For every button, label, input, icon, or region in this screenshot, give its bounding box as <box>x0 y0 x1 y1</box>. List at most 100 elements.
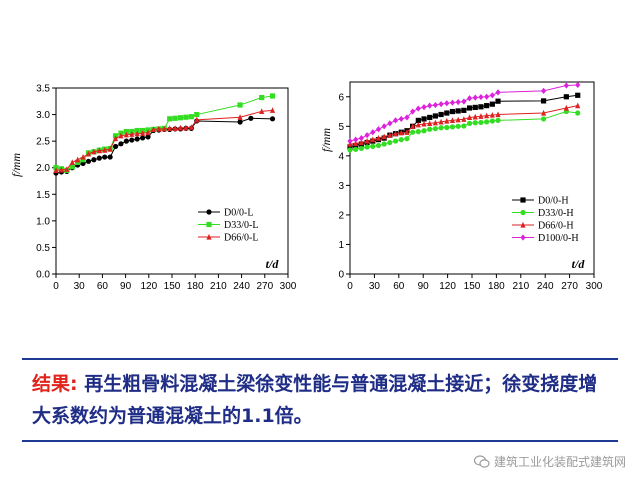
data-point <box>520 209 526 216</box>
x-tick-label: 0 <box>53 281 59 292</box>
data-point <box>466 105 473 111</box>
data-point <box>156 125 162 132</box>
data-point <box>461 98 467 105</box>
data-point <box>107 154 113 160</box>
x-tick-label: 150 <box>464 281 481 292</box>
data-point <box>194 111 200 118</box>
x-axis-title: t/d <box>266 257 280 271</box>
legend-label: D66/0-L <box>224 233 258 244</box>
data-point <box>421 120 427 127</box>
data-point <box>461 116 467 122</box>
data-point <box>438 118 444 125</box>
y-tick-label: 1.5 <box>36 190 50 201</box>
data-point <box>194 116 200 123</box>
data-point <box>449 99 456 106</box>
data-point <box>183 114 189 120</box>
series-D33/0-H <box>347 108 581 153</box>
x-tick-label: 150 <box>164 281 181 292</box>
data-point <box>269 107 276 113</box>
data-point <box>438 111 444 118</box>
result-text: 结果: 再生粗骨料混凝土梁徐变性能与普通混凝土接近；徐变挠度增大系数约为普通混凝… <box>32 368 608 432</box>
data-point <box>478 113 484 119</box>
data-point <box>540 116 547 122</box>
x-tick-label: 120 <box>439 281 456 292</box>
data-point <box>438 125 444 131</box>
data-point <box>478 119 484 126</box>
data-point <box>455 108 461 114</box>
data-point <box>563 82 569 89</box>
data-point <box>85 158 92 164</box>
y-tick-label: 0.0 <box>36 270 50 281</box>
x-tick-label: 210 <box>210 281 227 292</box>
data-point <box>495 117 501 123</box>
x-tick-label: 300 <box>280 281 297 292</box>
data-point <box>370 136 376 143</box>
data-point <box>80 153 86 160</box>
data-point <box>489 92 495 99</box>
y-axis-title: f/mm <box>319 128 333 152</box>
data-point <box>85 150 92 157</box>
data-point <box>466 114 473 121</box>
series-D0/0-L <box>53 115 276 176</box>
legend-label: D33/0-L <box>224 220 258 231</box>
y-tick-label: 2.5 <box>36 137 50 148</box>
data-point <box>415 117 421 123</box>
data-point <box>444 117 450 124</box>
data-point <box>172 125 178 131</box>
data-point <box>358 145 364 152</box>
data-point <box>134 130 140 137</box>
data-point <box>421 104 427 111</box>
data-point <box>472 94 478 101</box>
data-point <box>432 119 438 126</box>
data-point <box>107 146 113 152</box>
data-point <box>575 102 581 109</box>
x-tick-label: 90 <box>418 281 430 292</box>
data-point <box>269 93 276 99</box>
data-point <box>489 118 495 124</box>
data-point <box>410 129 416 135</box>
data-point <box>455 98 461 106</box>
y-tick-label: 2 <box>338 210 344 221</box>
data-point <box>177 124 184 131</box>
x-tick-label: 60 <box>393 281 405 292</box>
wechat-icon <box>473 454 490 468</box>
data-point <box>172 115 178 121</box>
data-point <box>206 221 212 228</box>
data-point <box>398 137 404 143</box>
data-point <box>134 127 140 134</box>
data-point <box>484 112 490 119</box>
x-tick-label: 0 <box>347 281 353 292</box>
watermark: 建筑工业化装配式建筑网 <box>473 453 626 470</box>
data-point <box>461 123 467 129</box>
data-point <box>449 117 456 123</box>
data-point <box>449 124 456 130</box>
data-point <box>381 141 387 147</box>
legend-label: D33/0-H <box>538 208 574 219</box>
series-D66/0-L <box>53 107 276 173</box>
x-tick-label: 270 <box>256 281 273 292</box>
data-point <box>495 98 501 104</box>
data-point <box>259 94 265 101</box>
data-point <box>123 131 129 138</box>
y-tick-label: 0 <box>338 270 344 281</box>
data-point <box>427 114 433 121</box>
data-point <box>427 120 433 126</box>
chart-right: 0 30 60 90 120 150 180 210 240 270 300 0 1 2 3 4 5 6 f/mm t… <box>319 81 603 292</box>
data-point <box>118 132 124 139</box>
data-point <box>489 101 495 107</box>
data-point <box>575 81 581 89</box>
y-axis-title: f/mm <box>9 153 23 177</box>
series-D100/0-H <box>347 81 581 145</box>
data-point <box>472 104 478 111</box>
x-tick-label: 90 <box>120 281 132 292</box>
data-point <box>188 124 194 130</box>
data-point <box>53 167 59 173</box>
data-point <box>64 166 70 172</box>
y-tick-label: 3.0 <box>36 110 50 121</box>
data-point <box>466 120 473 126</box>
y-tick-label: 5 <box>338 122 344 133</box>
data-point <box>364 132 370 139</box>
data-point <box>134 136 140 142</box>
data-point <box>237 119 243 125</box>
data-point <box>520 234 526 241</box>
